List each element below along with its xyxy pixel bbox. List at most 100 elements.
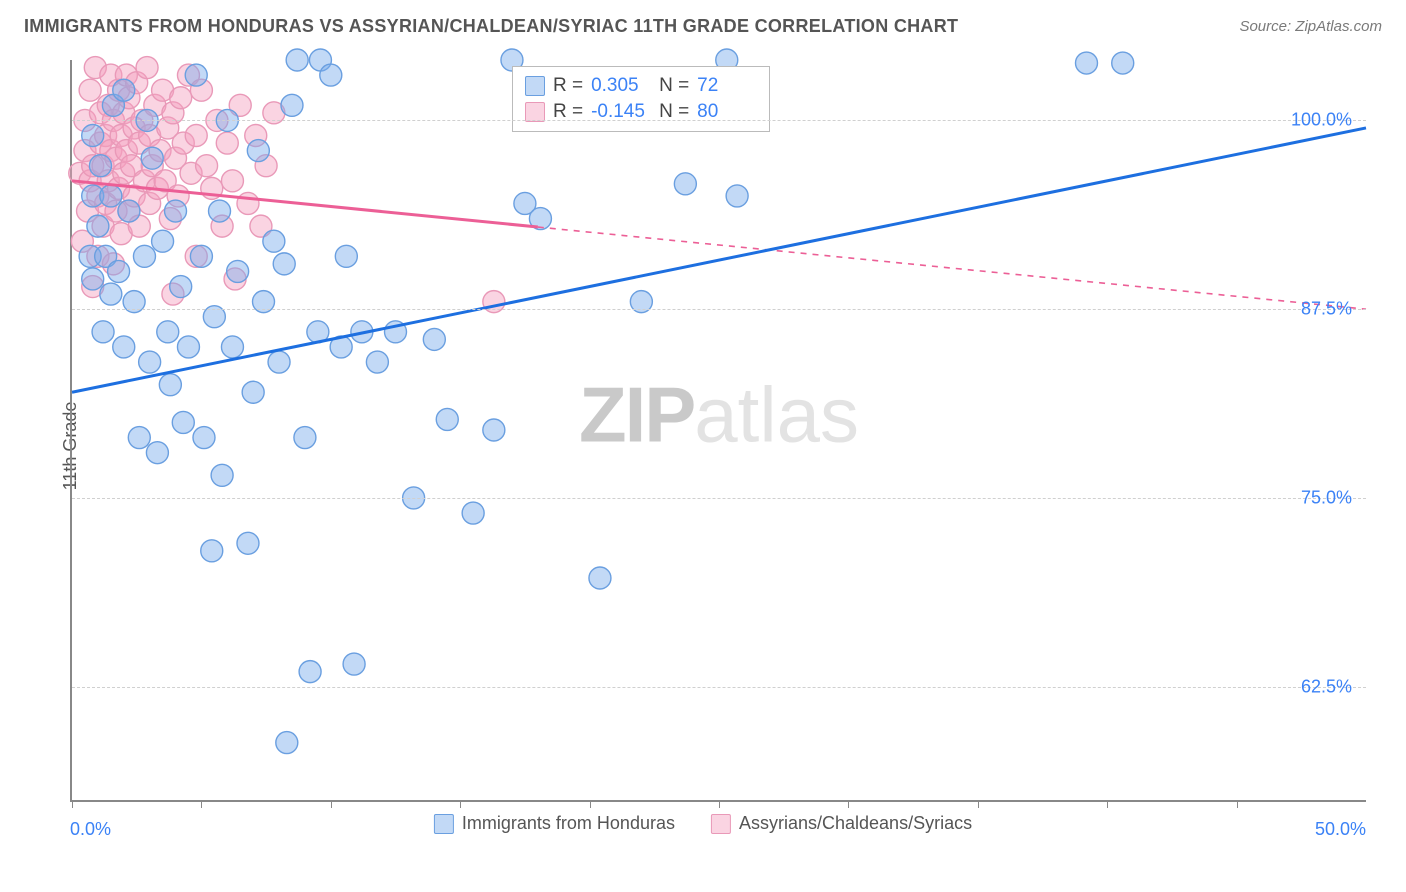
point-blue xyxy=(128,427,150,449)
x-tick xyxy=(590,800,591,808)
point-blue xyxy=(674,173,696,195)
chart-container: 11th Grade ZIPatlas R = 0.305 N = 72 R =… xyxy=(20,50,1386,842)
point-blue xyxy=(366,351,388,373)
point-blue xyxy=(335,245,357,267)
point-blue xyxy=(227,260,249,282)
point-blue xyxy=(423,328,445,350)
legend-swatch-blue-icon xyxy=(434,814,454,834)
point-blue xyxy=(100,283,122,305)
point-blue xyxy=(462,502,484,524)
legend-label-pink: Assyrians/Chaldeans/Syriacs xyxy=(739,813,972,834)
x-tick xyxy=(201,800,202,808)
point-blue xyxy=(281,94,303,116)
x-tick xyxy=(1107,800,1108,808)
point-blue xyxy=(113,79,135,101)
point-pink xyxy=(136,57,158,79)
legend-swatch-blue xyxy=(525,76,545,96)
point-blue xyxy=(108,260,130,282)
point-blue xyxy=(193,427,215,449)
gridline xyxy=(72,498,1366,499)
gridline xyxy=(72,309,1366,310)
point-blue xyxy=(247,140,269,162)
y-tick-label: 87.5% xyxy=(1301,299,1352,320)
point-blue xyxy=(276,732,298,754)
point-blue xyxy=(157,321,179,343)
point-blue xyxy=(165,200,187,222)
point-blue xyxy=(172,411,194,433)
point-blue xyxy=(1112,52,1134,74)
point-blue xyxy=(242,381,264,403)
x-tick xyxy=(719,800,720,808)
x-max-label: 50.0% xyxy=(1315,819,1366,840)
point-pink xyxy=(196,155,218,177)
r-label: R = xyxy=(553,73,583,99)
point-pink xyxy=(185,125,207,147)
point-blue xyxy=(263,230,285,252)
point-blue xyxy=(209,200,231,222)
n-value-blue: 72 xyxy=(697,73,757,99)
point-blue xyxy=(190,245,212,267)
point-blue xyxy=(170,276,192,298)
point-blue xyxy=(113,336,135,358)
point-blue xyxy=(118,200,140,222)
gridline xyxy=(72,687,1366,688)
point-blue xyxy=(159,374,181,396)
point-pink xyxy=(216,132,238,154)
x-tick xyxy=(331,800,332,808)
point-blue xyxy=(268,351,290,373)
point-blue xyxy=(87,215,109,237)
point-blue xyxy=(294,427,316,449)
legend-swatch-pink xyxy=(525,102,545,122)
point-blue xyxy=(286,49,308,71)
point-blue xyxy=(211,464,233,486)
stat-row-blue: R = 0.305 N = 72 xyxy=(525,73,757,99)
point-blue xyxy=(299,661,321,683)
point-blue xyxy=(1075,52,1097,74)
point-blue xyxy=(139,351,161,373)
y-tick-label: 62.5% xyxy=(1301,676,1352,697)
point-blue xyxy=(89,155,111,177)
point-blue xyxy=(726,185,748,207)
point-blue xyxy=(177,336,199,358)
point-pink xyxy=(237,192,259,214)
point-blue xyxy=(82,268,104,290)
point-blue xyxy=(141,147,163,169)
point-blue xyxy=(343,653,365,675)
point-blue xyxy=(589,567,611,589)
point-blue xyxy=(146,442,168,464)
point-blue xyxy=(152,230,174,252)
legend-label-blue: Immigrants from Honduras xyxy=(462,813,675,834)
x-tick xyxy=(978,800,979,808)
point-pink xyxy=(170,87,192,109)
trendline-pink-dashed xyxy=(538,227,1366,309)
source-label: Source: ZipAtlas.com xyxy=(1239,18,1382,35)
plot-area: ZIPatlas R = 0.305 N = 72 R = -0.145 N =… xyxy=(70,60,1366,802)
legend-swatch-pink-icon xyxy=(711,814,731,834)
point-blue xyxy=(436,408,458,430)
point-blue xyxy=(483,419,505,441)
y-tick-label: 100.0% xyxy=(1291,110,1352,131)
point-blue xyxy=(273,253,295,275)
point-blue xyxy=(100,185,122,207)
point-blue xyxy=(320,64,342,86)
point-blue xyxy=(133,245,155,267)
chart-title: IMMIGRANTS FROM HONDURAS VS ASSYRIAN/CHA… xyxy=(24,16,958,37)
point-blue xyxy=(237,532,259,554)
r-value-blue: 0.305 xyxy=(591,73,651,99)
point-pink xyxy=(79,79,101,101)
gridline xyxy=(72,120,1366,121)
point-blue xyxy=(92,321,114,343)
n-label: N = xyxy=(659,73,689,99)
y-tick-label: 75.0% xyxy=(1301,487,1352,508)
point-blue xyxy=(221,336,243,358)
point-pink xyxy=(221,170,243,192)
x-min-label: 0.0% xyxy=(70,819,111,840)
legend-item-pink: Assyrians/Chaldeans/Syriacs xyxy=(711,813,972,834)
legend-item-blue: Immigrants from Honduras xyxy=(434,813,675,834)
plot-svg xyxy=(72,60,1366,800)
x-tick xyxy=(848,800,849,808)
stat-legend: R = 0.305 N = 72 R = -0.145 N = 80 xyxy=(512,66,770,132)
x-tick xyxy=(460,800,461,808)
point-blue xyxy=(82,125,104,147)
bottom-legend: Immigrants from Honduras Assyrians/Chald… xyxy=(434,813,972,834)
